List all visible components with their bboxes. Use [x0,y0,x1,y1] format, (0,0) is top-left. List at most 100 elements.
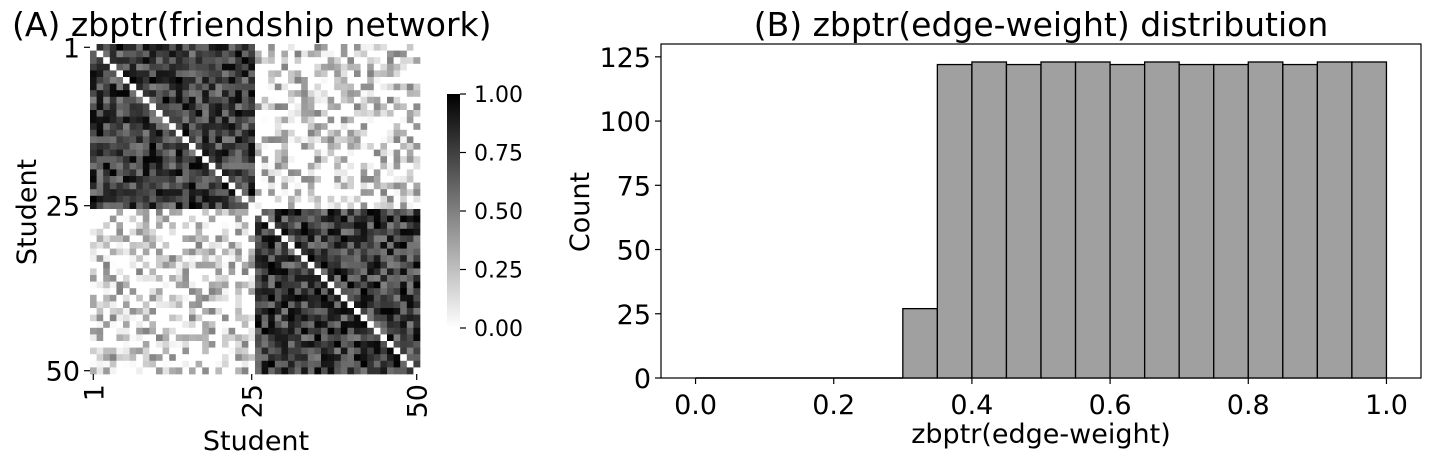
heatmap-cell [307,57,315,65]
heatmap-cell [241,242,249,249]
heatmap-cell [175,327,183,335]
heatmap-cell [274,195,282,203]
heatmap-cell [406,202,414,210]
heatmap-cell [109,321,117,329]
heatmap-cell [367,57,375,65]
heatmap-cell [248,209,256,216]
heatmap-cell [208,301,216,309]
heatmap-cell [123,354,130,362]
histogram-y-label: Count [565,172,596,252]
heatmap-cell [149,129,157,137]
heatmap-cell [235,235,243,243]
heatmap-cell [334,176,342,183]
heatmap-cell [241,90,249,98]
heatmap-cell [307,347,315,355]
heatmap-cell [406,314,414,322]
heatmap-cell [393,103,401,111]
heatmap-cell [340,149,348,157]
heatmap-cell [195,50,203,58]
heatmap-cell [129,327,137,335]
heatmap-cell [241,294,249,302]
heatmap-cell [228,156,236,164]
heatmap-cell [334,162,342,170]
heatmap-cell [380,202,388,210]
heatmap-cell [274,90,282,98]
heatmap-cell [215,149,223,157]
heatmap-cell [340,327,348,335]
heatmap-cell [215,136,223,144]
heatmap-cell [354,103,361,111]
heatmap-cell [281,261,289,269]
heatmap-cell [340,275,348,282]
heatmap-cell [189,162,196,170]
heatmap-cell [274,347,282,355]
heatmap-cell [248,347,256,355]
heatmap-cell [255,57,262,65]
histogram-x-tick-label: 0.4 [950,390,993,421]
histogram-x-tick-label: 0.8 [1227,390,1270,421]
heatmap-cell [235,248,243,256]
heatmap-cell [189,294,196,302]
heatmap-cell [90,195,97,203]
heatmap-cell [321,149,328,157]
heatmap-cell [248,275,256,282]
heatmap-cell [347,255,355,263]
heatmap-cell [195,123,203,131]
heatmap-cell [373,90,381,98]
heatmap-cell [116,301,124,309]
heatmap-cell [162,103,170,111]
heatmap-cell [149,354,157,362]
heatmap-cell [387,50,394,58]
heatmap-cell [202,215,210,223]
heatmap-cell [334,235,342,243]
heatmap-cell [268,215,276,223]
heatmap-cell [169,209,177,216]
heatmap-cell [400,360,408,368]
heatmap-cell [340,70,348,78]
heatmap-cell [314,294,322,302]
heatmap-cell [288,294,295,302]
heatmap-cell [116,169,124,177]
heatmap-cell [149,248,157,256]
heatmap-cell [235,116,243,124]
heatmap-cell [380,327,388,335]
heatmap-cell [195,334,203,342]
heatmap-cell [327,103,335,111]
heatmap-cell [406,149,414,157]
heatmap-cell [307,255,315,263]
heatmap-cell [142,255,150,263]
heatmap-cell [96,96,104,104]
heatmap-cell [327,176,335,183]
heatmap-cell [380,83,388,91]
heatmap-cell [175,268,183,276]
heatmap-cell [354,63,361,71]
heatmap-cell [109,334,117,342]
heatmap-cell [288,261,295,269]
heatmap-cell [90,275,97,282]
heatmap-cell [235,176,243,183]
heatmap-cell [228,90,236,98]
heatmap-cell [96,123,104,131]
heatmap-cell [156,116,163,124]
heatmap-cell [96,248,104,256]
heatmap-cell [241,308,249,315]
heatmap-cell [288,63,295,71]
heatmap-cell [354,268,361,276]
heatmap-cell [360,327,368,335]
heatmap-cell [228,268,236,276]
heatmap-cell [142,308,150,315]
heatmap-cell [142,195,150,203]
heatmap-cell [182,116,190,124]
heatmap-cell [169,77,177,84]
heatmap-cell [294,314,302,322]
heatmap-cell [189,182,196,190]
heatmap-cell [162,77,170,84]
heatmap-cell [261,347,269,355]
heatmap-cell [413,83,421,91]
heatmap-cell [189,308,196,315]
heatmap-cell [123,90,130,98]
heatmap-cell [169,143,177,150]
heatmap-cell [228,195,236,203]
heatmap-cell [215,195,223,203]
heatmap-cell [294,242,302,249]
